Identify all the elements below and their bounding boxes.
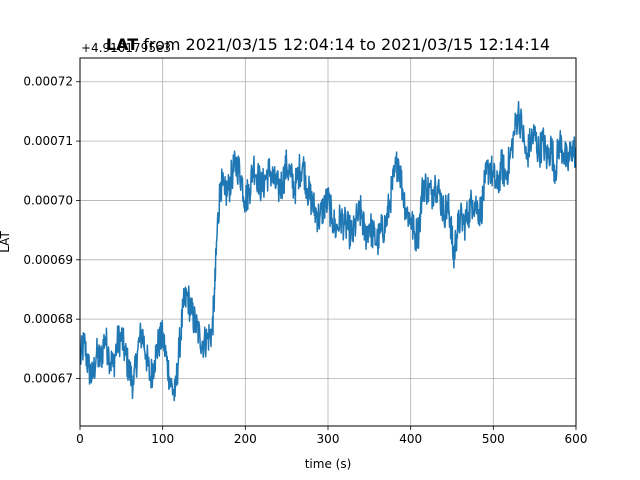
y-tick-label: 0.00070	[23, 193, 73, 207]
y-tick-label: 0.00069	[23, 253, 73, 267]
x-tick-label: 300	[317, 432, 340, 446]
x-axis-label: time (s)	[305, 457, 352, 471]
y-tick-label: 0.00072	[23, 75, 73, 89]
y-tick-label: 0.00068	[23, 312, 73, 326]
chart-title-bold: LAT	[106, 35, 138, 54]
x-tick-label: 400	[399, 432, 422, 446]
x-tick-label: 0	[76, 432, 84, 446]
lat-series-line	[80, 100, 576, 402]
x-tick-label: 100	[151, 432, 174, 446]
chart-title: LAT from 2021/03/15 12:04:14 to 2021/03/…	[106, 35, 550, 54]
x-tick-label: 200	[234, 432, 257, 446]
y-offset-label: +4.9101795e3	[81, 41, 171, 55]
y-axis-ticks: 0.00067 0.00068 0.00069 0.00070 0.00071 0.000…	[23, 75, 80, 386]
grid-lines	[79, 58, 577, 426]
x-axis-ticks: 0 100 200 300 400 500 600	[76, 426, 587, 446]
y-tick-label: 0.00071	[23, 134, 73, 148]
y-tick-label: 0.00067	[23, 372, 73, 386]
series-group	[80, 100, 576, 402]
x-tick-label: 500	[482, 432, 505, 446]
y-axis-label: LAT	[0, 231, 12, 253]
chart-title-rest: from 2021/03/15 12:04:14 to 2021/03/15 1…	[138, 35, 550, 54]
x-tick-label: 600	[565, 432, 588, 446]
